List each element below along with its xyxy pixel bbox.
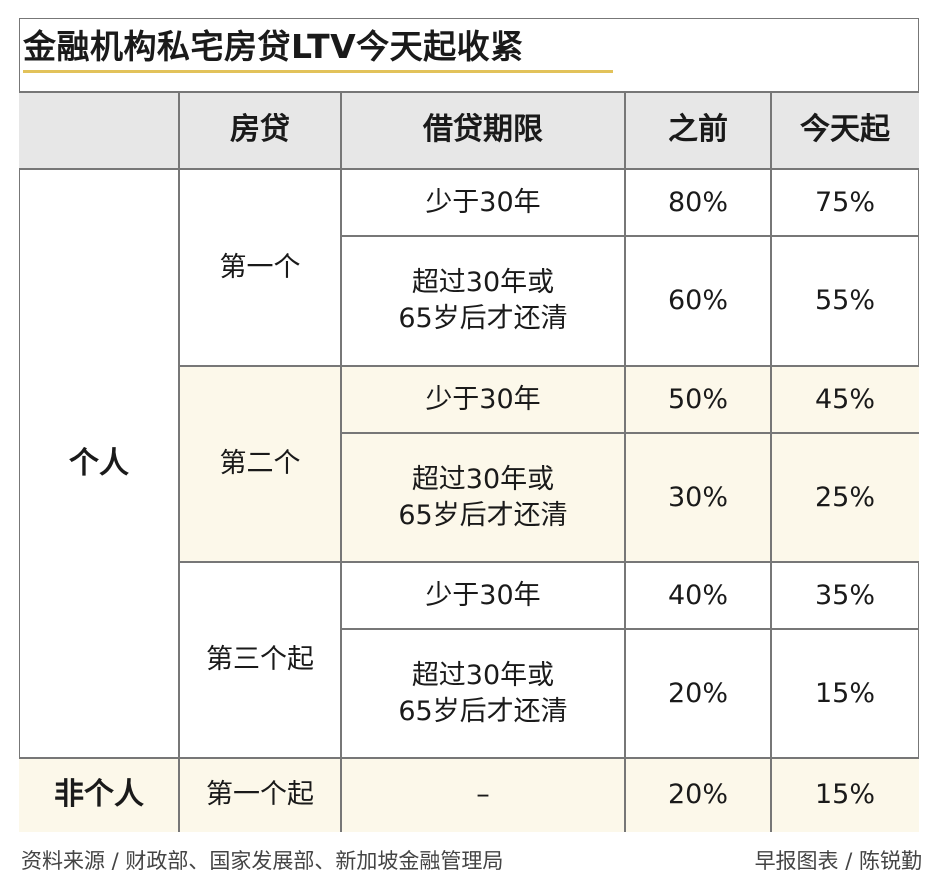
row-divider [341, 235, 919, 237]
term-line-1: 超过30年或 [411, 463, 555, 495]
ltv-before-cell: 60% [667, 285, 728, 316]
row-divider [341, 432, 919, 434]
ltv-now-cell: 35% [814, 579, 875, 611]
source-note: 资料来源 / 财政部、国家发展部、新加坡金融管理局 [21, 849, 504, 873]
loan-third-label: 第三个起 [206, 644, 314, 675]
loan-second-label: 第二个 [179, 366, 341, 562]
col-divider [770, 91, 772, 832]
group-non-individual-label: 非个人 [19, 758, 179, 832]
ltv-now-cell: 25% [771, 433, 919, 562]
term-line-2: 65岁后才还清 [398, 695, 568, 727]
term-cell: – [341, 758, 625, 832]
header-cell-empty [19, 91, 179, 169]
term-cell-long: 超过30年或 65岁后才还清 [341, 236, 625, 366]
page-title: 金融机构私宅房贷LTV今天起收紧 [23, 27, 524, 66]
ltv-now-cell: 45% [771, 366, 919, 433]
ltv-now-cell: 75% [814, 186, 875, 218]
ltv-before-cell: 20% [667, 677, 728, 709]
term-cell-long: 超过30年或 65岁后才还清 [341, 629, 625, 758]
ltv-before-cell: 40% [667, 579, 728, 611]
ltv-before-cell: 50% [625, 366, 771, 433]
ltv-now-cell: 15% [771, 758, 919, 832]
term-cell: 少于30年 [341, 366, 625, 433]
row-divider [19, 757, 919, 759]
term-cell: 少于30年 [425, 579, 541, 611]
loan-first-label: 第一个 [219, 251, 301, 283]
row-divider [179, 561, 919, 563]
ltv-now-cell: 55% [814, 285, 875, 316]
ltv-before-cell: 30% [625, 433, 771, 562]
col-divider [178, 91, 180, 832]
term-line-1: 超过30年或 [411, 659, 555, 691]
row-divider [341, 628, 919, 630]
loan-non-individual: 第一个起 [179, 758, 341, 832]
term-cell: 少于30年 [425, 186, 541, 218]
term-line-2: 65岁后才还清 [398, 499, 568, 531]
term-line-2: 65岁后才还清 [398, 303, 568, 334]
col-divider [624, 91, 626, 832]
ltv-table: 房贷 借贷期限 之前 今天起 个人 第一个 少于30年 80% 75% 超过30… [19, 91, 919, 832]
header-term: 借贷期限 [341, 91, 625, 169]
header-loan: 房贷 [179, 91, 341, 169]
col-divider [340, 91, 342, 832]
row-divider [179, 365, 919, 367]
row-divider [19, 91, 919, 93]
title-underline [23, 70, 613, 73]
ltv-before-cell: 20% [625, 758, 771, 832]
credit-note: 早报图表 / 陈锐勤 [754, 849, 922, 873]
term-line-1: 超过30年或 [411, 267, 555, 298]
row-divider [19, 168, 919, 170]
ltv-now-cell: 15% [814, 677, 875, 709]
term-cell-long: 超过30年或 65岁后才还清 [341, 433, 625, 562]
group-individual-label: 个人 [69, 445, 129, 481]
header-before: 之前 [625, 91, 771, 169]
header-now: 今天起 [771, 91, 919, 169]
ltv-before-cell: 80% [667, 186, 728, 218]
